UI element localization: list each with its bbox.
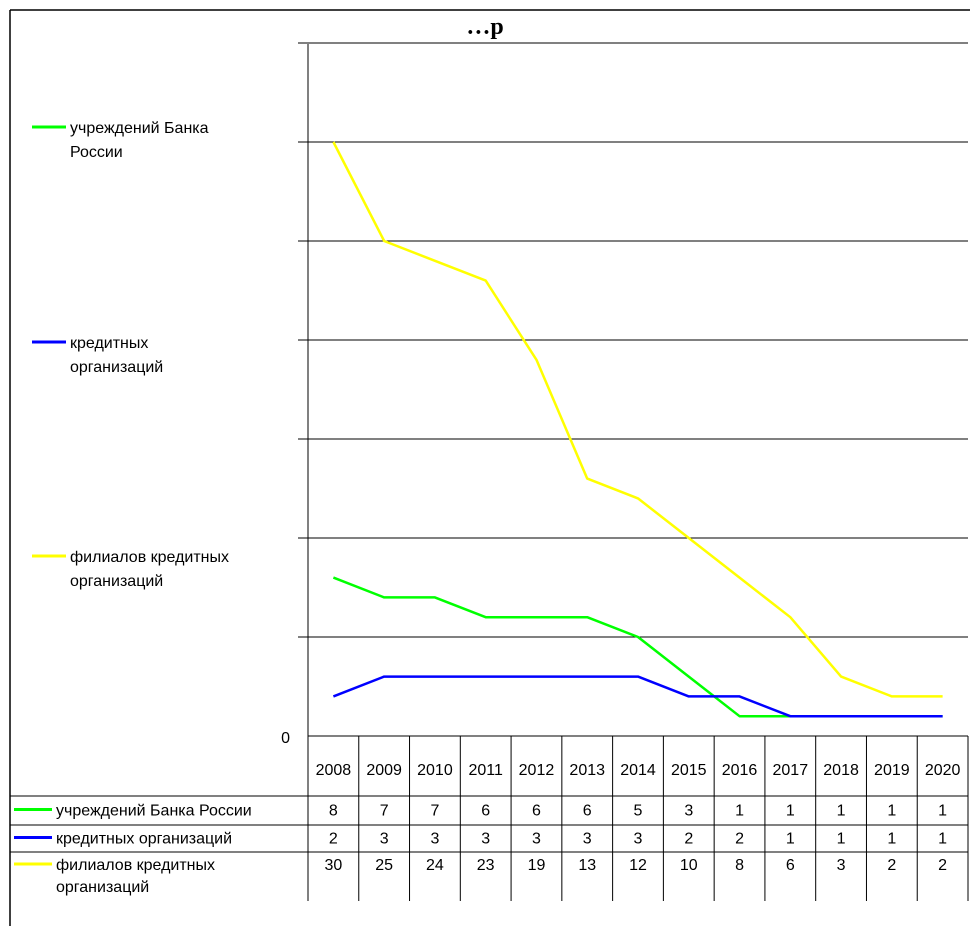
legend-label: филиалов кредитных bbox=[70, 549, 229, 566]
data-label: 3 bbox=[532, 831, 541, 848]
x-tick-label: 2020 bbox=[925, 762, 961, 779]
x-tick-label: 2012 bbox=[519, 762, 555, 779]
legend-label: учреждений Банка bbox=[70, 120, 209, 137]
x-tick-label: 2008 bbox=[316, 762, 352, 779]
series-line-2 bbox=[332, 675, 943, 718]
legend-label: России bbox=[70, 144, 123, 161]
data-label: 2 bbox=[887, 857, 896, 874]
data-label: 25 bbox=[375, 857, 393, 874]
table-row-label: организаций bbox=[56, 879, 149, 896]
table-row-label: учреждений Банка России bbox=[56, 803, 252, 820]
data-label: 19 bbox=[528, 857, 546, 874]
data-label: 3 bbox=[380, 831, 389, 848]
series-line-3 bbox=[332, 141, 943, 698]
x-tick-label: 2013 bbox=[569, 762, 605, 779]
x-tick-label: 2010 bbox=[417, 762, 453, 779]
data-label: 1 bbox=[735, 803, 744, 820]
data-label: 3 bbox=[583, 831, 592, 848]
legend-label: организаций bbox=[70, 359, 163, 376]
x-tick-label: 2018 bbox=[823, 762, 859, 779]
x-tick-label: 2015 bbox=[671, 762, 707, 779]
data-label: 2 bbox=[735, 831, 744, 848]
data-label: 3 bbox=[481, 831, 490, 848]
data-label: 1 bbox=[837, 803, 846, 820]
x-tick-label: 2009 bbox=[366, 762, 402, 779]
data-label: 7 bbox=[380, 803, 389, 820]
data-label: 23 bbox=[477, 857, 495, 874]
data-label: 6 bbox=[532, 803, 541, 820]
data-label: 1 bbox=[938, 803, 947, 820]
data-label: 1 bbox=[887, 803, 896, 820]
data-label: 24 bbox=[426, 857, 444, 874]
table-row-label: филиалов кредитных bbox=[56, 857, 215, 874]
x-tick-label: 2019 bbox=[874, 762, 910, 779]
data-label: 2 bbox=[938, 857, 947, 874]
x-tick-label: 2011 bbox=[468, 762, 503, 779]
data-label: 13 bbox=[578, 857, 596, 874]
data-label: 1 bbox=[887, 831, 896, 848]
chart-title: …р bbox=[466, 14, 503, 40]
data-label: 6 bbox=[583, 803, 592, 820]
data-label: 8 bbox=[329, 803, 338, 820]
data-label: 1 bbox=[786, 831, 795, 848]
chart-frame bbox=[9, 9, 970, 926]
gridlines bbox=[298, 42, 968, 638]
data-label: 1 bbox=[786, 803, 795, 820]
data-label: 6 bbox=[481, 803, 490, 820]
data-label: 8 bbox=[735, 857, 744, 874]
data-table: 2008 2009 2010 2011 2012 2013 2014 2015 2016 2017… bbox=[9, 735, 969, 901]
series-line-1 bbox=[332, 576, 943, 718]
data-label: 1 bbox=[837, 831, 846, 848]
data-label: 3 bbox=[430, 831, 439, 848]
x-tick-label: 2016 bbox=[722, 762, 758, 779]
y-tick-label: 0 bbox=[281, 730, 290, 747]
data-label: 5 bbox=[634, 803, 643, 820]
data-label: 3 bbox=[837, 857, 846, 874]
data-label: 1 bbox=[938, 831, 947, 848]
data-label: 12 bbox=[629, 857, 647, 874]
legend: учреждений Банка России кредитных организац… bbox=[32, 120, 229, 590]
data-label: 3 bbox=[634, 831, 643, 848]
data-label: 7 bbox=[430, 803, 439, 820]
x-tick-label: 2017 bbox=[773, 762, 809, 779]
data-label: 2 bbox=[684, 831, 693, 848]
data-label: 3 bbox=[684, 803, 693, 820]
table-row-label: кредитных организаций bbox=[56, 831, 232, 848]
data-label: 10 bbox=[680, 857, 698, 874]
legend-label: кредитных bbox=[70, 335, 148, 352]
series-lines bbox=[332, 141, 943, 718]
data-label: 2 bbox=[329, 831, 338, 848]
data-label: 6 bbox=[786, 857, 795, 874]
legend-label: организаций bbox=[70, 573, 163, 590]
y-axis: 0 bbox=[281, 44, 309, 747]
x-tick-label: 2014 bbox=[620, 762, 656, 779]
data-label: 30 bbox=[324, 857, 342, 874]
